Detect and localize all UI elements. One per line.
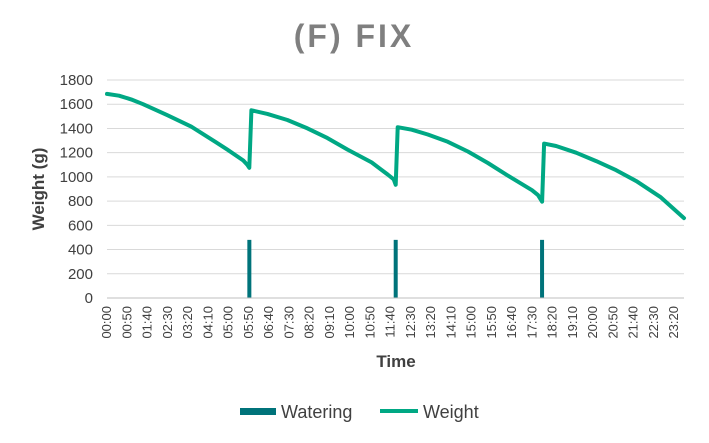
x-tick-label: 03:20 [180, 306, 195, 339]
watering-bar [540, 239, 545, 298]
legend-watering-label: Watering [281, 402, 352, 422]
x-tick-label: 15:50 [484, 306, 499, 339]
x-tick-label: 22:30 [646, 306, 661, 339]
y-tick-label: 1200 [60, 145, 93, 162]
x-tick-label: 10:50 [362, 306, 377, 339]
y-tick-label: 400 [68, 242, 93, 259]
y-axis-label: Weight (g) [29, 148, 48, 231]
y-tick-label: 1400 [60, 120, 93, 137]
x-tick-label: 20:50 [605, 306, 620, 339]
x-tick-label: 21:40 [626, 306, 641, 339]
x-tick-label: 11:40 [383, 306, 398, 338]
x-tick-label: 16:40 [504, 306, 519, 339]
x-tick-label: 12:30 [403, 306, 418, 339]
y-tick-label: 1000 [60, 169, 93, 186]
x-tick-label: 00:00 [99, 306, 114, 339]
y-tick-label: 800 [68, 193, 93, 210]
y-tick-label: 1600 [60, 96, 93, 113]
x-tick-label: 01:40 [140, 306, 155, 339]
x-tick-label: 05:00 [221, 306, 236, 339]
y-axis-ticks: 0 200 400 600 800 1000 1200 1400 1600 1800 [60, 72, 93, 307]
watering-series [247, 239, 545, 298]
x-tick-label: 04:10 [200, 306, 215, 339]
x-tick-label: 23:20 [666, 306, 681, 339]
x-axis-label: Time [376, 352, 415, 371]
x-tick-label: 19:10 [565, 306, 580, 339]
x-tick-label: 14:10 [443, 306, 458, 339]
y-tick-label: 0 [85, 290, 93, 307]
watering-bar [247, 239, 252, 298]
x-tick-label: 05:50 [241, 306, 256, 339]
x-tick-label: 13:20 [423, 306, 438, 339]
x-tick-label: 20:00 [585, 306, 600, 339]
chart-title: (F) FIX [294, 18, 415, 54]
x-tick-label: 17:30 [524, 306, 539, 339]
y-tick-label: 600 [68, 217, 93, 234]
weight-line [105, 91, 686, 221]
legend-weight-label: Weight [423, 402, 479, 422]
legend: Watering Weight [240, 402, 479, 422]
y-tick-label: 200 [68, 266, 93, 283]
x-tick-label: 02:30 [160, 306, 175, 339]
x-tick-label: 09:10 [322, 306, 337, 339]
x-axis-ticks: 00:00 00:50 01:40 02:30 03:20 04:10 05:00 05:50… [99, 306, 681, 339]
weight-series [105, 91, 686, 221]
x-tick-label: 08:20 [302, 306, 317, 339]
x-tick-label: 06:40 [261, 306, 276, 339]
watering-bar [393, 239, 398, 298]
x-tick-label: 18:20 [545, 306, 560, 339]
x-tick-label: 10:00 [342, 306, 357, 339]
x-tick-label: 00:50 [119, 306, 134, 339]
x-tick-label: 07:30 [281, 306, 296, 339]
legend-watering-swatch [240, 408, 276, 415]
y-tick-label: 1800 [60, 72, 93, 89]
x-tick-label: 15:00 [464, 306, 479, 339]
